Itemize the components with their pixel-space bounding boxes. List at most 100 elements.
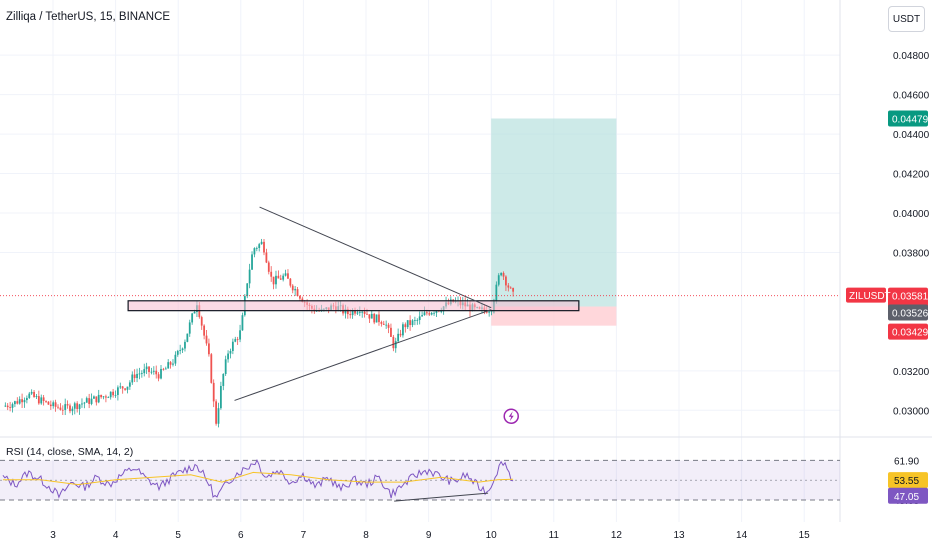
badge-box [888,323,928,340]
candle [406,320,409,329]
candle-body [169,362,172,365]
candle-body [40,397,43,404]
candle [107,396,110,399]
x-tick-label: 4 [113,530,119,541]
candle-body [354,310,356,314]
candle-body [64,404,67,410]
candle-body [392,336,395,349]
candle [390,323,392,337]
candle-body [45,401,47,402]
candle-body [380,322,383,324]
candle-body [279,278,282,280]
candle [267,260,270,275]
currency-button[interactable]: USDT [888,6,925,32]
candle [184,339,186,352]
candle-body [248,269,251,284]
candle [205,330,208,346]
candle-body [346,308,349,315]
candle-body [9,407,12,408]
candle-body [93,396,95,399]
candle [83,401,86,409]
candle [174,351,177,366]
candle-body [505,276,507,286]
candle-body [188,322,191,334]
candle [291,284,294,294]
candle-body [95,396,98,403]
y-tick-label: 0.04000 [893,209,930,220]
candle [294,285,297,296]
candle [186,333,189,343]
candle [402,322,404,338]
candle [11,402,14,413]
candle [40,394,43,405]
candle-body [370,313,373,319]
candle-body [423,312,426,316]
candle [378,311,380,326]
candle-body [222,373,225,386]
candle-body [425,312,428,314]
candle [222,373,225,391]
candle [212,379,215,408]
candle-body [59,407,62,410]
candle-body [100,394,103,398]
candle-body [30,391,33,394]
drawings[interactable] [0,206,840,401]
candle [126,386,129,394]
candle [6,403,9,411]
candle-body [143,369,146,374]
x-tick-label: 9 [426,530,432,541]
y-tick-label: 0.03800 [893,248,930,259]
candle [102,396,105,400]
position-tool[interactable] [491,118,617,326]
grid [0,0,932,522]
candle-body [263,241,265,253]
candle [81,398,83,408]
candle-body [284,273,287,276]
candle-body [131,374,134,383]
candle-body [119,386,122,388]
candle-body [394,341,397,349]
candle-body [28,393,31,398]
candle [148,366,150,378]
candle [179,344,182,355]
candle-body [255,248,258,249]
candle [224,355,227,376]
chart-title: Zilliqa / TetherUS, 15, BINANCE [6,11,171,23]
candle-body [193,311,196,314]
candle-body [428,313,431,315]
candle-body [502,272,505,277]
candle [418,311,421,325]
candle [128,380,131,390]
candle [131,371,134,385]
rsi-upper-label: 61.90 [894,456,919,467]
candle-body [402,324,404,336]
candle [433,311,435,316]
candle-body [246,283,249,297]
candle-body [497,275,500,285]
candle [114,390,117,398]
candle-body [162,368,165,370]
badge-symbol: ZILUSDT [849,291,891,302]
candle-body [217,408,220,424]
candle-body [172,363,174,365]
candle [69,403,71,414]
candle-body [265,252,268,263]
candle-body [418,316,421,321]
candle-body [47,401,50,405]
candle [191,312,194,325]
candle-body [121,386,124,389]
candle-body [145,366,148,370]
candle-body [272,276,275,285]
alert-marker[interactable] [503,408,519,424]
candle-body [234,339,237,342]
candle [296,287,299,297]
candle-body [71,408,74,412]
candle-body [440,311,443,313]
candle [152,366,155,375]
candle-body [296,289,299,297]
x-tick-label: 12 [611,530,623,541]
badge-box [888,487,928,504]
triangle-line-2 [234,309,492,401]
candle [255,246,258,252]
